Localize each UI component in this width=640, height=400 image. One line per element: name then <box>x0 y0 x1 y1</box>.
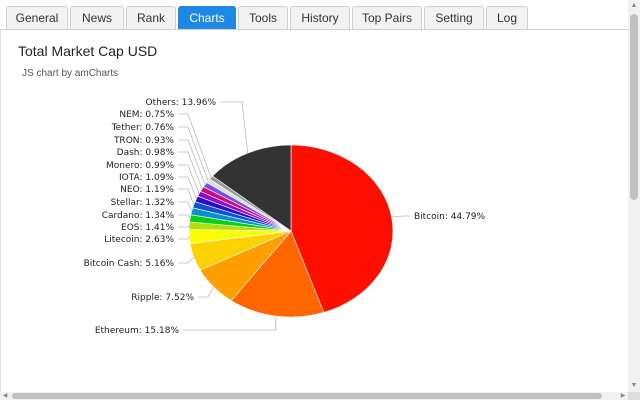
slice-label-tether: Tether: 0.76% <box>111 123 175 133</box>
leader-line-cardano <box>178 214 191 219</box>
chart-title: Total Market Cap USD <box>18 43 158 59</box>
tab-news[interactable]: News <box>70 6 124 29</box>
leader-line-others <box>220 101 249 154</box>
scroll-down-icon[interactable]: ▼ <box>630 382 638 389</box>
leader-line-bitcoin <box>391 215 410 218</box>
slice-label-litecoin: Litecoin: 2.63% <box>104 235 174 245</box>
tab-tools[interactable]: Tools <box>238 6 288 29</box>
chart-credit: JS chart by amCharts <box>22 68 119 79</box>
slice-label-nem: NEM: 0.75% <box>119 110 174 120</box>
slice-label-stellar: Stellar: 1.32% <box>111 198 175 208</box>
leader-line-litecoin <box>178 236 190 240</box>
slice-label-ethereum: Ethereum: 15.18% <box>95 326 180 336</box>
leader-line-nem <box>178 113 212 178</box>
slice-label-bitcoin-cash: Bitcoin Cash: 5.16% <box>84 259 175 269</box>
tab-history[interactable]: History <box>290 6 350 29</box>
slice-label-eos: EOS: 1.41% <box>121 223 174 233</box>
scroll-up-icon[interactable]: ▲ <box>630 2 638 9</box>
leader-line-ripple <box>198 286 214 298</box>
slice-label-dash: Dash: 0.98% <box>117 148 175 158</box>
scroll-left-icon[interactable]: ◀ <box>2 393 8 399</box>
tab-rank[interactable]: Rank <box>126 6 176 29</box>
leader-line-monero <box>178 164 200 194</box>
scroll-right-icon[interactable]: ▶ <box>620 393 626 399</box>
slice-label-bitcoin: Bitcoin: 44.79% <box>414 212 486 222</box>
tab-setting[interactable]: Setting <box>424 6 484 29</box>
tab-log[interactable]: Log <box>486 6 528 29</box>
horizontal-scrollbar[interactable]: ◀ ▶ <box>0 392 628 400</box>
pie-slice-others[interactable] <box>212 144 292 232</box>
horizontal-scroll-thumb[interactable] <box>12 393 602 399</box>
leader-line-bitcoin-cash <box>178 256 195 264</box>
leader-line-dash <box>178 151 203 190</box>
tab-bar-divider <box>0 29 628 30</box>
leader-line-stellar <box>178 201 193 212</box>
scrollbar-corner <box>628 392 640 400</box>
tab-top-pairs[interactable]: Top Pairs <box>352 6 422 29</box>
slice-label-others: Others: 13.96% <box>146 98 217 108</box>
tab-general[interactable]: General <box>6 6 68 29</box>
pie-slice-bitcoin[interactable] <box>290 144 394 313</box>
leader-line-eos <box>178 225 190 228</box>
slice-label-ripple: Ripple: 7.52% <box>131 293 194 303</box>
slice-label-iota: IOTA: 1.09% <box>119 173 174 183</box>
vertical-scroll-thumb[interactable] <box>630 14 638 200</box>
leader-line-tron <box>178 139 206 185</box>
tab-charts[interactable]: Charts <box>178 6 236 29</box>
slice-label-tron: TRON: 0.93% <box>113 136 174 146</box>
market-cap-pie-chart: Bitcoin: 44.79% Ethereum: 15.18% Ripple: 7… <box>84 98 486 336</box>
leader-line-neo <box>178 188 195 205</box>
slice-label-neo: NEO: 1.19% <box>120 185 174 195</box>
slice-label-cardano: Cardano: 1.34% <box>102 211 175 221</box>
leader-line-ethereum <box>183 316 277 331</box>
slice-label-monero: Monero: 0.99% <box>106 161 174 171</box>
vertical-scrollbar[interactable]: ▲ ▼ <box>628 0 640 392</box>
tab-bar: General News Rank Charts Tools History T… <box>0 0 628 30</box>
leader-line-tether <box>178 126 209 181</box>
leader-line-iota <box>178 176 197 200</box>
